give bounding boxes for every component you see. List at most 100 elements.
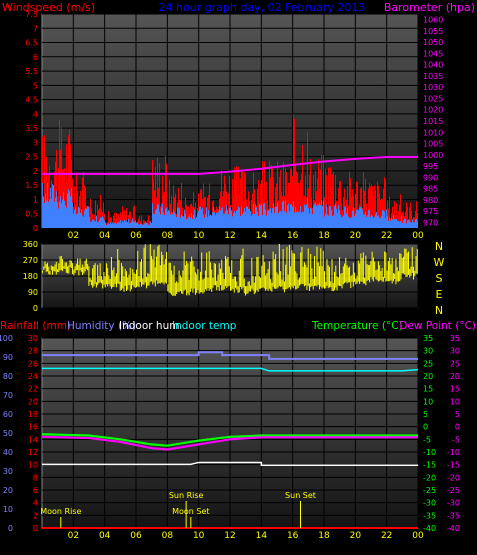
windspeed-avg-bar (312, 214, 313, 228)
windspeed-bar (242, 170, 243, 228)
windspeed-avg-bar (311, 208, 312, 228)
direction-bar (290, 266, 292, 290)
windspeed-avg-bar (125, 221, 126, 228)
windspeed-avg-bar (313, 205, 314, 228)
direction-bar (113, 267, 115, 287)
windspeed-bar (392, 206, 393, 228)
windspeed-bar (70, 144, 71, 228)
windspeed-avg-bar (342, 216, 343, 228)
direction-bar (167, 284, 169, 292)
windspeed-avg-bar (327, 214, 328, 228)
direction-bar (305, 264, 307, 286)
windspeed-bar (48, 173, 49, 228)
temperature-axis-label: Temperature (°C) (311, 320, 403, 332)
direction-bar (136, 269, 138, 288)
direction-bar (153, 249, 155, 283)
direction-bar (42, 270, 44, 273)
direction-bar (261, 265, 263, 288)
windspeed-avg-bar (164, 215, 165, 228)
windspeed-bar (235, 180, 236, 228)
windspeed-avg-bar (197, 213, 198, 228)
windspeed-avg-bar (161, 207, 162, 228)
barometer-tick-label: 1035 (423, 72, 443, 81)
temperature-line (41, 433, 418, 447)
windspeed-avg-bar (72, 202, 73, 228)
windspeed-bar (100, 194, 101, 228)
direction-bar (118, 259, 120, 285)
direction-bar (151, 255, 153, 282)
windspeed-bar (152, 160, 153, 228)
windspeed-avg-bar (153, 213, 154, 228)
windspeed-bar (368, 188, 369, 228)
windspeed-avg-bar (328, 215, 329, 228)
direction-bar (183, 251, 185, 291)
windspeed-avg-bar (100, 217, 101, 228)
direction-bar (158, 244, 160, 284)
windspeed-avg-bar (110, 222, 111, 228)
windspeed-avg-bar (240, 216, 241, 228)
windspeed-bar (406, 202, 407, 228)
windspeed-avg-bar (137, 222, 138, 228)
direction-bar (251, 257, 253, 289)
windspeed-bar (139, 216, 140, 228)
windspeed-bar (361, 186, 362, 228)
windspeed-avg-bar (47, 182, 48, 228)
barometer-axis-label: Barometer (hpa) (384, 1, 475, 14)
windspeed-avg-bar (163, 212, 164, 228)
windspeed-avg-bar (373, 218, 374, 228)
windspeed-avg-bar (179, 208, 180, 228)
direction-bar (270, 279, 272, 291)
windspeed-avg-bar (241, 206, 242, 228)
windspeed-bar (343, 197, 344, 228)
windspeed-tick-label: 7 (33, 24, 38, 33)
windspeed-avg-bar (339, 210, 340, 228)
direction-bar (214, 263, 216, 286)
windspeed-avg-bar (333, 215, 334, 228)
windspeed-bar (286, 172, 287, 228)
direction-bar (64, 262, 66, 270)
direction-bar (59, 256, 61, 271)
windspeed-avg-bar (183, 216, 184, 228)
direction-bar (85, 258, 87, 269)
direction-grid (42, 243, 419, 309)
rainfall-axis-label: Rainfall (mm) (0, 320, 71, 332)
direction-bar (397, 271, 399, 282)
direction-bar (172, 274, 174, 297)
direction-bar (141, 259, 143, 287)
windspeed-avg-bar (146, 222, 147, 228)
windspeed-avg-bar (390, 220, 391, 228)
windspeed-bar (299, 191, 300, 228)
windspeed-bar (375, 189, 376, 228)
direction-bar (364, 277, 366, 284)
rainfall-tick-label: 16 (28, 423, 38, 432)
direction-ticks: 0 90 180 270 360 (23, 240, 38, 313)
humidity-tick-label: 100 (0, 334, 13, 343)
windspeed-bar (300, 180, 301, 228)
direction-bar (236, 281, 238, 290)
direction-bar (77, 258, 79, 271)
windspeed-bar (410, 202, 411, 228)
windspeed-avg-bar (242, 214, 243, 228)
windspeed-bar (76, 172, 77, 228)
direction-bar (90, 279, 92, 286)
windspeed-bar (64, 168, 65, 228)
windspeed-avg-bar (410, 222, 411, 228)
direction-bar (80, 267, 82, 272)
direction-bar (206, 252, 208, 291)
direction-bar (334, 271, 336, 291)
windspeed-avg-bar (249, 208, 250, 228)
windspeed-avg-bar (152, 203, 153, 228)
windspeed-avg-bar (407, 220, 408, 228)
windspeed-bar (133, 206, 134, 228)
direction-bar (166, 251, 168, 284)
windspeed-avg-bar (115, 222, 116, 228)
windspeed-avg-bar (416, 218, 417, 228)
windspeed-avg-bar (358, 209, 359, 228)
direction-bar (298, 277, 300, 286)
windspeed-bar (277, 161, 278, 228)
windspeed-avg-bar (82, 215, 83, 228)
windspeed-avg-bar (344, 206, 345, 228)
direction-bar (404, 248, 406, 275)
direction-bar (194, 272, 196, 295)
